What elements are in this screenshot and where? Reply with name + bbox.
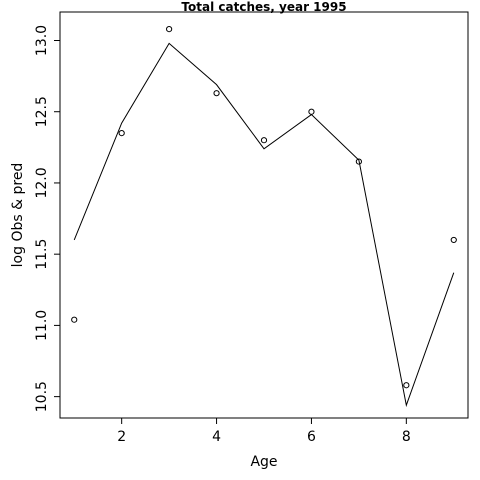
observed-point [71, 316, 78, 323]
predicted-line [73, 42, 455, 408]
x-tick-label: 6 [307, 429, 316, 445]
chart-title: Total catches, year 1995 [181, 0, 346, 14]
x-tick-label: 8 [402, 429, 411, 445]
observed-point [355, 158, 362, 165]
y-tick-label: 12.5 [34, 96, 50, 127]
observed-point [118, 129, 125, 137]
observed-point [450, 236, 457, 244]
y-tick-label: 10.5 [34, 381, 50, 412]
x-axis-title: Age [250, 454, 277, 470]
observed-point [213, 90, 220, 97]
y-tick-label: 11.0 [34, 310, 50, 341]
observed-point [403, 382, 410, 389]
y-tick-label: 13.0 [34, 25, 50, 56]
y-axis-title: log Obs & pred [10, 163, 26, 268]
series-layer [71, 25, 457, 408]
observed-point [166, 25, 173, 33]
y-axis: 10.5 11.0 11.5 12.0 12.5 13.0 [34, 25, 61, 412]
x-tick-label: 4 [212, 429, 221, 445]
y-tick-label: 11.5 [34, 239, 50, 270]
x-axis: 2 4 6 8 [117, 417, 411, 445]
plot-frame [59, 11, 469, 419]
observed-point [260, 137, 268, 144]
x-tick-label: 2 [117, 429, 126, 445]
y-tick-label: 12.0 [34, 167, 50, 198]
observed-point [308, 108, 315, 115]
